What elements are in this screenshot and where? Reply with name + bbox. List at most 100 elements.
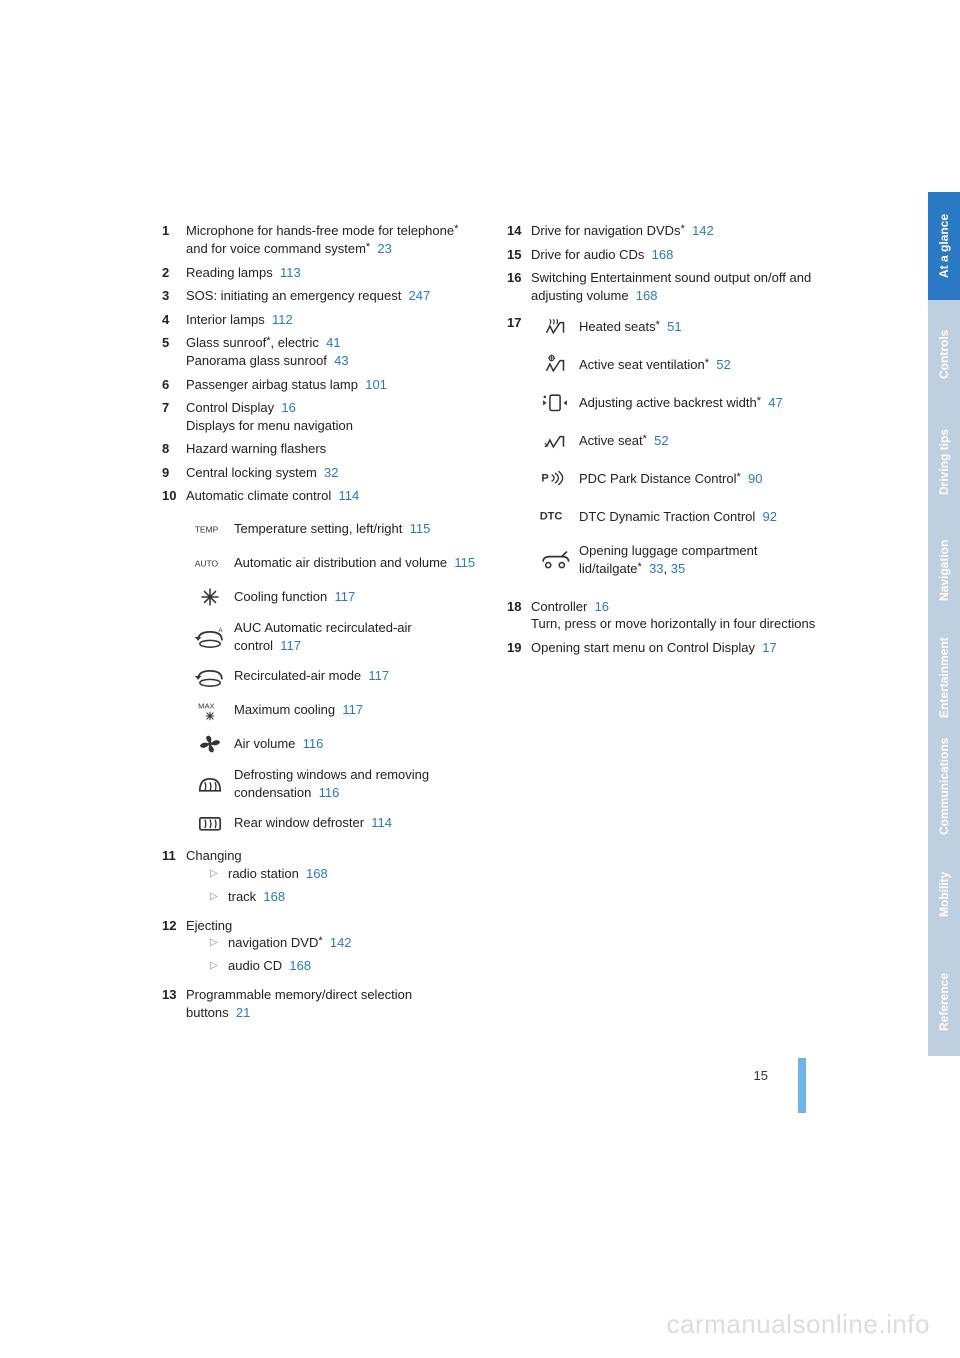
- tab-driving-tips[interactable]: Driving tips: [928, 408, 960, 516]
- page-ref[interactable]: 114: [338, 488, 359, 503]
- tab-at-a-glance[interactable]: At a glance: [928, 192, 960, 300]
- icon-label: Maximum cooling 117: [234, 701, 477, 719]
- defrost-icon: [193, 772, 227, 796]
- text-line: track 168: [228, 888, 285, 906]
- text-line: Temperature setting, left/right 115: [234, 520, 477, 538]
- page-ref[interactable]: 114: [371, 815, 392, 830]
- page-ref[interactable]: 113: [280, 265, 301, 280]
- text-line: Changing: [186, 847, 477, 865]
- svg-text:TEMP: TEMP: [195, 524, 219, 534]
- page-ref[interactable]: 168: [636, 288, 658, 303]
- page-ref[interactable]: 117: [368, 668, 389, 683]
- page-ref[interactable]: 116: [319, 785, 340, 800]
- item-text: Control Display 16Displays for menu navi…: [186, 399, 477, 434]
- text-line: Displays for menu navigation: [186, 417, 477, 435]
- list-item: 19Opening start menu on Control Display …: [507, 639, 822, 657]
- triangle-bullet-icon: ▷: [210, 934, 228, 952]
- tab-communications[interactable]: Communications: [928, 732, 960, 840]
- icon-cell: AUTO: [186, 551, 234, 575]
- page-ref[interactable]: 247: [409, 288, 431, 303]
- text-line: Turn, press or move horizontally in four…: [531, 615, 822, 633]
- tab-controls[interactable]: Controls: [928, 300, 960, 408]
- page-ref[interactable]: 117: [334, 589, 355, 604]
- item-number: 18: [507, 598, 531, 633]
- page-ref[interactable]: 32: [324, 465, 338, 480]
- page-ref[interactable]: 142: [330, 935, 352, 950]
- dtc-icon: DTC: [538, 504, 572, 528]
- icon-cell: [186, 772, 234, 796]
- page-ref[interactable]: 116: [303, 736, 324, 751]
- text-line: Heated seats* 51: [579, 318, 822, 336]
- icon-cell: A: [186, 625, 234, 649]
- text-line: Adjusting active backrest width* 47: [579, 394, 822, 412]
- page-ref[interactable]: 142: [692, 223, 714, 238]
- text-line: Drive for navigation DVDs* 142: [531, 222, 822, 240]
- item-number: 5: [162, 334, 186, 369]
- page-ref[interactable]: 35: [671, 561, 685, 576]
- icon-label: DTC Dynamic Traction Control 92: [579, 508, 822, 526]
- list-item: 2Reading lamps 113: [162, 264, 477, 282]
- icon-cell: [186, 585, 234, 609]
- page-ref[interactable]: 23: [377, 241, 391, 256]
- heated-icon: [538, 314, 572, 338]
- page-ref[interactable]: 16: [281, 400, 295, 415]
- text-line: Controller 16: [531, 598, 822, 616]
- tab-entertainment[interactable]: Entertainment: [928, 624, 960, 732]
- bullet-row: ▷audio CD 168: [210, 957, 477, 975]
- page-ref[interactable]: 43: [334, 353, 348, 368]
- icon-row: Opening luggage compartment lid/tailgate…: [531, 542, 822, 577]
- page-ref[interactable]: 168: [263, 889, 285, 904]
- item-text: Passenger airbag status lamp 101: [186, 376, 477, 394]
- page-ref[interactable]: 168: [652, 247, 674, 262]
- text-line: audio CD 168: [228, 957, 311, 975]
- page-ref[interactable]: 47: [768, 395, 782, 410]
- text-line: Hazard warning flashers: [186, 440, 477, 458]
- page-ref[interactable]: 41: [326, 335, 340, 350]
- list-item: 13Programmable memory/direct selection b…: [162, 986, 477, 1021]
- item-text: Reading lamps 113: [186, 264, 477, 282]
- list-item: 8Hazard warning flashers: [162, 440, 477, 458]
- tab-mobility[interactable]: Mobility: [928, 840, 960, 948]
- page-ref[interactable]: 101: [365, 377, 387, 392]
- text-line: DTC Dynamic Traction Control 92: [579, 508, 822, 526]
- page-ref[interactable]: 16: [595, 599, 609, 614]
- recircA-icon: A: [193, 625, 227, 649]
- page-ref[interactable]: 51: [667, 319, 681, 334]
- page-ref[interactable]: 92: [763, 509, 777, 524]
- tab-navigation[interactable]: Navigation: [928, 516, 960, 624]
- text-line: Active seat ventilation* 52: [579, 356, 822, 374]
- icon-label: Defrosting windows and removing condensa…: [234, 766, 477, 801]
- item-number: 3: [162, 287, 186, 305]
- page-ref[interactable]: 21: [236, 1005, 250, 1020]
- page-ref[interactable]: 52: [716, 357, 730, 372]
- page-ref[interactable]: 117: [342, 702, 363, 717]
- page-ref[interactable]: 52: [654, 433, 668, 448]
- item-number: 1: [162, 222, 186, 258]
- item-text: Drive for navigation DVDs* 142: [531, 222, 822, 240]
- icon-row: AUTOAutomatic air distribution and volum…: [186, 551, 477, 575]
- text-line: Defrosting windows and removing condensa…: [234, 766, 477, 801]
- icon-row: Recirculated-air mode 117: [186, 664, 477, 688]
- icon-label: Recirculated-air mode 117: [234, 667, 477, 685]
- page-ref[interactable]: 115: [410, 521, 431, 536]
- item-text: Interior lamps 112: [186, 311, 477, 329]
- text-line: Opening luggage compartment lid/tailgate…: [579, 542, 822, 577]
- page-ref[interactable]: 168: [306, 866, 328, 881]
- page-ref[interactable]: 115: [454, 555, 475, 570]
- icon-label: AUC Automatic recirculated-air control 1…: [234, 619, 477, 654]
- page-ref[interactable]: 168: [289, 958, 311, 973]
- text-line: navigation DVD* 142: [228, 934, 352, 952]
- page-ref[interactable]: 17: [762, 640, 776, 655]
- bullet-text: audio CD 168: [228, 957, 311, 975]
- list-item: 3SOS: initiating an emergency request 24…: [162, 287, 477, 305]
- item-number: 15: [507, 246, 531, 264]
- page-ref[interactable]: 33: [649, 561, 663, 576]
- recirc-icon: [193, 664, 227, 688]
- icon-cell: DTC: [531, 504, 579, 528]
- tab-reference[interactable]: Reference: [928, 948, 960, 1056]
- rear-icon: [193, 811, 227, 835]
- page-ref[interactable]: 117: [280, 638, 301, 653]
- column-left: 1Microphone for hands-free mode for tele…: [162, 222, 477, 1027]
- page-ref[interactable]: 112: [272, 312, 293, 327]
- page-ref[interactable]: 90: [748, 471, 762, 486]
